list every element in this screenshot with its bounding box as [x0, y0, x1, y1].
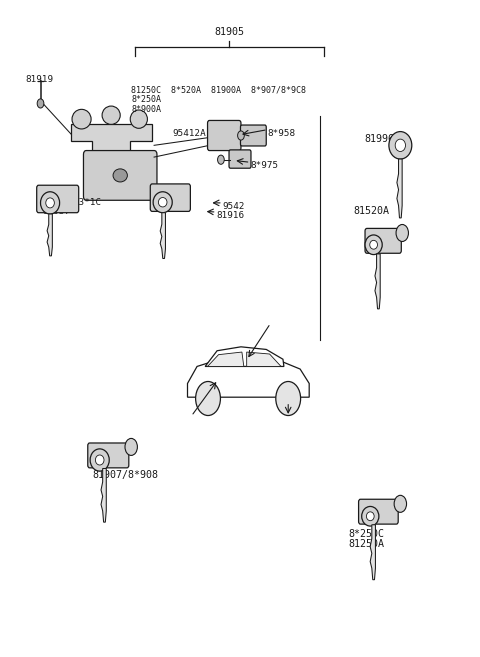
- Polygon shape: [71, 124, 152, 156]
- Text: 81250A: 81250A: [349, 539, 385, 549]
- Text: 95412A: 95412A: [172, 129, 206, 138]
- Text: 93*1C: 93*1C: [73, 198, 101, 207]
- Text: 81520A: 81520A: [354, 206, 390, 215]
- Text: 81250C  8*520A  81900A  8*907/8*9C8: 81250C 8*520A 81900A 8*907/8*9C8: [131, 85, 306, 94]
- Polygon shape: [160, 213, 166, 258]
- Ellipse shape: [362, 507, 379, 526]
- Ellipse shape: [90, 449, 109, 471]
- Circle shape: [276, 382, 300, 415]
- Polygon shape: [47, 214, 52, 256]
- FancyBboxPatch shape: [88, 443, 129, 468]
- Polygon shape: [188, 356, 309, 397]
- Ellipse shape: [46, 198, 54, 208]
- Ellipse shape: [130, 110, 147, 128]
- Text: 9542: 9542: [223, 202, 245, 211]
- Ellipse shape: [153, 192, 172, 213]
- Ellipse shape: [96, 455, 104, 465]
- Circle shape: [238, 131, 244, 140]
- Text: 81907/8*908: 81907/8*908: [92, 470, 158, 480]
- Circle shape: [396, 225, 408, 242]
- Text: 8*975: 8*975: [251, 161, 278, 170]
- Ellipse shape: [72, 109, 91, 129]
- Ellipse shape: [366, 512, 374, 521]
- FancyBboxPatch shape: [365, 229, 401, 253]
- Polygon shape: [247, 352, 281, 367]
- Text: 81919: 81919: [25, 75, 53, 83]
- Text: 81905: 81905: [214, 28, 244, 37]
- FancyBboxPatch shape: [359, 499, 398, 524]
- Circle shape: [125, 438, 137, 455]
- FancyBboxPatch shape: [229, 150, 251, 168]
- Circle shape: [196, 382, 220, 415]
- Text: 81916: 81916: [216, 212, 245, 220]
- Ellipse shape: [365, 235, 382, 254]
- Text: 8*250C: 8*250C: [349, 529, 385, 539]
- FancyBboxPatch shape: [150, 184, 191, 212]
- Ellipse shape: [370, 240, 377, 249]
- Text: 8*250A: 8*250A: [131, 95, 161, 104]
- FancyBboxPatch shape: [240, 125, 266, 146]
- Circle shape: [37, 99, 44, 108]
- Ellipse shape: [102, 106, 120, 124]
- Circle shape: [217, 155, 224, 164]
- FancyBboxPatch shape: [84, 150, 157, 200]
- Polygon shape: [101, 468, 106, 522]
- Ellipse shape: [40, 192, 60, 214]
- FancyBboxPatch shape: [207, 120, 241, 150]
- Polygon shape: [375, 254, 380, 309]
- Polygon shape: [207, 352, 244, 367]
- Polygon shape: [205, 347, 284, 367]
- Text: 8*958: 8*958: [268, 129, 296, 138]
- FancyBboxPatch shape: [36, 185, 79, 213]
- Ellipse shape: [113, 169, 127, 182]
- Polygon shape: [370, 525, 375, 579]
- Text: 81996: 81996: [364, 133, 394, 143]
- Text: 8*900A: 8*900A: [131, 104, 161, 114]
- Ellipse shape: [395, 139, 406, 152]
- Ellipse shape: [389, 131, 412, 159]
- Text: 81937: 81937: [42, 207, 71, 215]
- Circle shape: [394, 495, 407, 512]
- Ellipse shape: [158, 198, 167, 207]
- Polygon shape: [397, 159, 402, 218]
